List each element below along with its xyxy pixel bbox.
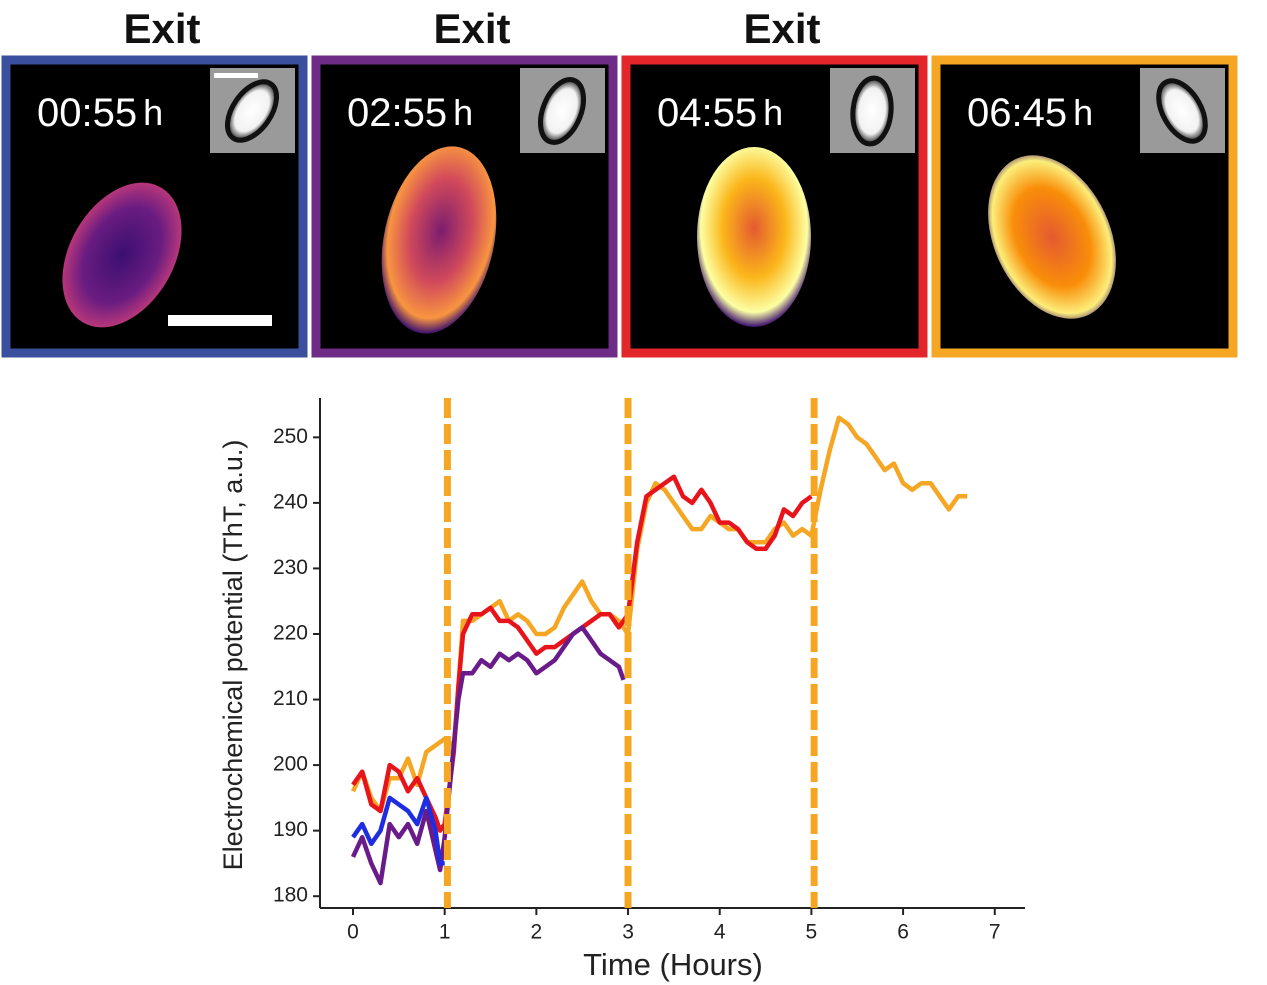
- y-tick-label: 200: [273, 753, 308, 776]
- inset-cell: [537, 77, 587, 145]
- y-tick-label: 230: [273, 556, 308, 579]
- image-panel: Exit 02:55 h: [311, 5, 618, 358]
- y-tick-label: 210: [273, 687, 308, 710]
- inset-cell: [850, 75, 894, 147]
- data-line: [351, 795, 445, 866]
- time-value: 04:55: [657, 91, 757, 135]
- x-axis-label: Time (Hours): [583, 947, 763, 982]
- time-unit: h: [763, 92, 783, 133]
- x-tick-label: 6: [897, 921, 909, 944]
- inset-scale-bar: [214, 73, 258, 78]
- time-label: 02:55 h: [347, 91, 473, 135]
- x-tick-label: 3: [622, 921, 634, 944]
- data-line: [351, 474, 813, 833]
- scale-bar: [168, 315, 272, 326]
- time-unit: h: [1073, 92, 1093, 133]
- x-tick-label: 0: [347, 921, 359, 944]
- image-panel: 06:45 h: [931, 55, 1238, 358]
- y-axis-label: Electrochemical potential (ThT, a.u.): [218, 440, 248, 871]
- cell-image: [381, 146, 497, 334]
- time-unit: h: [143, 92, 163, 133]
- time-label: 04:55 h: [657, 91, 783, 135]
- x-tick-label: 5: [806, 921, 818, 944]
- x-tick-label: 7: [989, 921, 1001, 944]
- inset-cell: [1156, 78, 1208, 144]
- cell-image: [697, 147, 811, 327]
- y-tick-label: 180: [273, 884, 308, 907]
- image-panel: Exit 04:55 h: [621, 5, 928, 358]
- time-label: 00:55 h: [37, 91, 163, 135]
- y-tick-label: 240: [273, 490, 308, 513]
- data-line: [350, 625, 626, 886]
- time-value: 00:55: [37, 91, 137, 135]
- y-tick-label: 250: [273, 425, 308, 448]
- panel-label: Exit: [433, 5, 510, 52]
- time-value: 02:55: [347, 91, 447, 135]
- y-tick-label: 220: [273, 622, 308, 645]
- time-value: 06:45: [967, 91, 1067, 135]
- line-chart: Electrochemical potential (ThT, a.u.) Ti…: [218, 398, 1025, 982]
- time-unit: h: [453, 92, 473, 133]
- x-tick-label: 2: [531, 921, 543, 944]
- x-tick-label: 1: [439, 921, 451, 944]
- time-label: 06:45 h: [967, 91, 1093, 135]
- panel-label: Exit: [123, 5, 200, 52]
- x-tick-label: 4: [714, 921, 726, 944]
- cell-image: [62, 182, 182, 328]
- cell-image: [988, 155, 1116, 319]
- panel-label: Exit: [743, 5, 820, 52]
- inset-cell: [224, 79, 280, 143]
- image-panel: Exit 00:55 h: [1, 5, 308, 358]
- y-tick-label: 190: [273, 818, 308, 841]
